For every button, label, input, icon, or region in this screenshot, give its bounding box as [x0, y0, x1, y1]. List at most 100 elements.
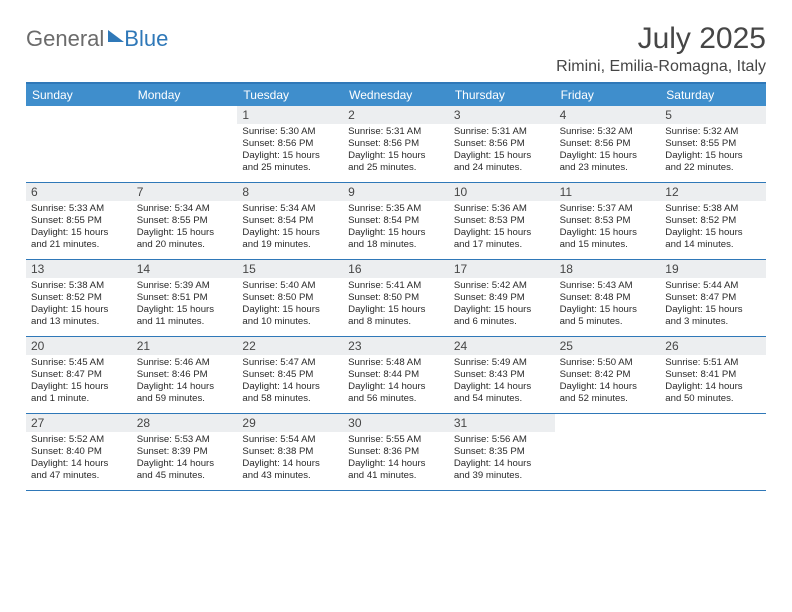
calendar-day: 30Sunrise: 5:55 AMSunset: 8:36 PMDayligh… — [343, 414, 449, 490]
calendar-day: 17Sunrise: 5:42 AMSunset: 8:49 PMDayligh… — [449, 260, 555, 336]
calendar-page: General Blue July 2025 Rimini, Emilia-Ro… — [0, 0, 792, 491]
logo-text-blue: Blue — [124, 26, 168, 52]
header: General Blue July 2025 Rimini, Emilia-Ro… — [26, 22, 766, 76]
calendar-week: 13Sunrise: 5:38 AMSunset: 8:52 PMDayligh… — [26, 260, 766, 337]
calendar-day — [132, 106, 238, 182]
calendar-week: 27Sunrise: 5:52 AMSunset: 8:40 PMDayligh… — [26, 414, 766, 491]
day-number: 8 — [237, 183, 343, 201]
day-number: 16 — [343, 260, 449, 278]
weekday-header: Monday — [132, 84, 238, 106]
day-details: Sunrise: 5:32 AMSunset: 8:56 PMDaylight:… — [555, 124, 661, 179]
calendar-day: 28Sunrise: 5:53 AMSunset: 8:39 PMDayligh… — [132, 414, 238, 490]
calendar-day: 16Sunrise: 5:41 AMSunset: 8:50 PMDayligh… — [343, 260, 449, 336]
calendar-day: 27Sunrise: 5:52 AMSunset: 8:40 PMDayligh… — [26, 414, 132, 490]
day-details: Sunrise: 5:38 AMSunset: 8:52 PMDaylight:… — [26, 278, 132, 333]
day-number — [26, 106, 132, 124]
location: Rimini, Emilia-Romagna, Italy — [556, 58, 766, 76]
day-details: Sunrise: 5:31 AMSunset: 8:56 PMDaylight:… — [343, 124, 449, 179]
day-details: Sunrise: 5:33 AMSunset: 8:55 PMDaylight:… — [26, 201, 132, 256]
calendar-day: 31Sunrise: 5:56 AMSunset: 8:35 PMDayligh… — [449, 414, 555, 490]
calendar-day — [555, 414, 661, 490]
day-details: Sunrise: 5:35 AMSunset: 8:54 PMDaylight:… — [343, 201, 449, 256]
day-details: Sunrise: 5:54 AMSunset: 8:38 PMDaylight:… — [237, 432, 343, 487]
day-number: 28 — [132, 414, 238, 432]
day-number: 30 — [343, 414, 449, 432]
day-number: 15 — [237, 260, 343, 278]
calendar-day: 19Sunrise: 5:44 AMSunset: 8:47 PMDayligh… — [660, 260, 766, 336]
calendar-day: 14Sunrise: 5:39 AMSunset: 8:51 PMDayligh… — [132, 260, 238, 336]
title-block: July 2025 Rimini, Emilia-Romagna, Italy — [556, 22, 766, 76]
calendar-day: 22Sunrise: 5:47 AMSunset: 8:45 PMDayligh… — [237, 337, 343, 413]
day-details: Sunrise: 5:48 AMSunset: 8:44 PMDaylight:… — [343, 355, 449, 410]
calendar-day: 6Sunrise: 5:33 AMSunset: 8:55 PMDaylight… — [26, 183, 132, 259]
calendar-day: 9Sunrise: 5:35 AMSunset: 8:54 PMDaylight… — [343, 183, 449, 259]
day-number: 19 — [660, 260, 766, 278]
day-details: Sunrise: 5:32 AMSunset: 8:55 PMDaylight:… — [660, 124, 766, 179]
day-details: Sunrise: 5:31 AMSunset: 8:56 PMDaylight:… — [449, 124, 555, 179]
day-number: 5 — [660, 106, 766, 124]
weekday-header: Tuesday — [237, 84, 343, 106]
weekday-header-row: SundayMondayTuesdayWednesdayThursdayFrid… — [26, 84, 766, 106]
day-details: Sunrise: 5:42 AMSunset: 8:49 PMDaylight:… — [449, 278, 555, 333]
day-details: Sunrise: 5:38 AMSunset: 8:52 PMDaylight:… — [660, 201, 766, 256]
day-number: 22 — [237, 337, 343, 355]
day-number — [132, 106, 238, 124]
day-number: 1 — [237, 106, 343, 124]
month-year: July 2025 — [556, 22, 766, 56]
day-details: Sunrise: 5:53 AMSunset: 8:39 PMDaylight:… — [132, 432, 238, 487]
weekday-header: Wednesday — [343, 84, 449, 106]
calendar-day — [660, 414, 766, 490]
day-details: Sunrise: 5:52 AMSunset: 8:40 PMDaylight:… — [26, 432, 132, 487]
calendar-day: 20Sunrise: 5:45 AMSunset: 8:47 PMDayligh… — [26, 337, 132, 413]
day-details: Sunrise: 5:45 AMSunset: 8:47 PMDaylight:… — [26, 355, 132, 410]
day-details: Sunrise: 5:51 AMSunset: 8:41 PMDaylight:… — [660, 355, 766, 410]
weekday-header: Thursday — [449, 84, 555, 106]
calendar-day: 12Sunrise: 5:38 AMSunset: 8:52 PMDayligh… — [660, 183, 766, 259]
day-number: 11 — [555, 183, 661, 201]
day-details: Sunrise: 5:40 AMSunset: 8:50 PMDaylight:… — [237, 278, 343, 333]
day-details: Sunrise: 5:43 AMSunset: 8:48 PMDaylight:… — [555, 278, 661, 333]
day-details: Sunrise: 5:41 AMSunset: 8:50 PMDaylight:… — [343, 278, 449, 333]
day-number: 12 — [660, 183, 766, 201]
day-number: 3 — [449, 106, 555, 124]
calendar-day: 1Sunrise: 5:30 AMSunset: 8:56 PMDaylight… — [237, 106, 343, 182]
calendar-day: 23Sunrise: 5:48 AMSunset: 8:44 PMDayligh… — [343, 337, 449, 413]
day-number: 25 — [555, 337, 661, 355]
day-number: 23 — [343, 337, 449, 355]
day-details: Sunrise: 5:30 AMSunset: 8:56 PMDaylight:… — [237, 124, 343, 179]
day-details: Sunrise: 5:46 AMSunset: 8:46 PMDaylight:… — [132, 355, 238, 410]
calendar-day: 24Sunrise: 5:49 AMSunset: 8:43 PMDayligh… — [449, 337, 555, 413]
logo-triangle-icon — [108, 30, 124, 42]
calendar-day: 10Sunrise: 5:36 AMSunset: 8:53 PMDayligh… — [449, 183, 555, 259]
calendar-day: 7Sunrise: 5:34 AMSunset: 8:55 PMDaylight… — [132, 183, 238, 259]
day-number — [555, 414, 661, 432]
logo-text-general: General — [26, 26, 104, 52]
calendar-day: 18Sunrise: 5:43 AMSunset: 8:48 PMDayligh… — [555, 260, 661, 336]
day-details: Sunrise: 5:36 AMSunset: 8:53 PMDaylight:… — [449, 201, 555, 256]
day-number: 21 — [132, 337, 238, 355]
calendar-day: 13Sunrise: 5:38 AMSunset: 8:52 PMDayligh… — [26, 260, 132, 336]
day-number: 2 — [343, 106, 449, 124]
day-details: Sunrise: 5:34 AMSunset: 8:54 PMDaylight:… — [237, 201, 343, 256]
calendar-day: 26Sunrise: 5:51 AMSunset: 8:41 PMDayligh… — [660, 337, 766, 413]
calendar-week: 20Sunrise: 5:45 AMSunset: 8:47 PMDayligh… — [26, 337, 766, 414]
day-details: Sunrise: 5:50 AMSunset: 8:42 PMDaylight:… — [555, 355, 661, 410]
weeks-container: 1Sunrise: 5:30 AMSunset: 8:56 PMDaylight… — [26, 106, 766, 491]
calendar: SundayMondayTuesdayWednesdayThursdayFrid… — [26, 82, 766, 491]
calendar-day: 25Sunrise: 5:50 AMSunset: 8:42 PMDayligh… — [555, 337, 661, 413]
calendar-day: 11Sunrise: 5:37 AMSunset: 8:53 PMDayligh… — [555, 183, 661, 259]
day-details: Sunrise: 5:44 AMSunset: 8:47 PMDaylight:… — [660, 278, 766, 333]
day-number: 29 — [237, 414, 343, 432]
weekday-header: Saturday — [660, 84, 766, 106]
day-details: Sunrise: 5:34 AMSunset: 8:55 PMDaylight:… — [132, 201, 238, 256]
day-number: 26 — [660, 337, 766, 355]
calendar-day: 29Sunrise: 5:54 AMSunset: 8:38 PMDayligh… — [237, 414, 343, 490]
day-details: Sunrise: 5:49 AMSunset: 8:43 PMDaylight:… — [449, 355, 555, 410]
weekday-header: Friday — [555, 84, 661, 106]
calendar-day: 8Sunrise: 5:34 AMSunset: 8:54 PMDaylight… — [237, 183, 343, 259]
calendar-day: 5Sunrise: 5:32 AMSunset: 8:55 PMDaylight… — [660, 106, 766, 182]
day-number: 31 — [449, 414, 555, 432]
day-number: 13 — [26, 260, 132, 278]
day-details: Sunrise: 5:47 AMSunset: 8:45 PMDaylight:… — [237, 355, 343, 410]
day-number: 10 — [449, 183, 555, 201]
